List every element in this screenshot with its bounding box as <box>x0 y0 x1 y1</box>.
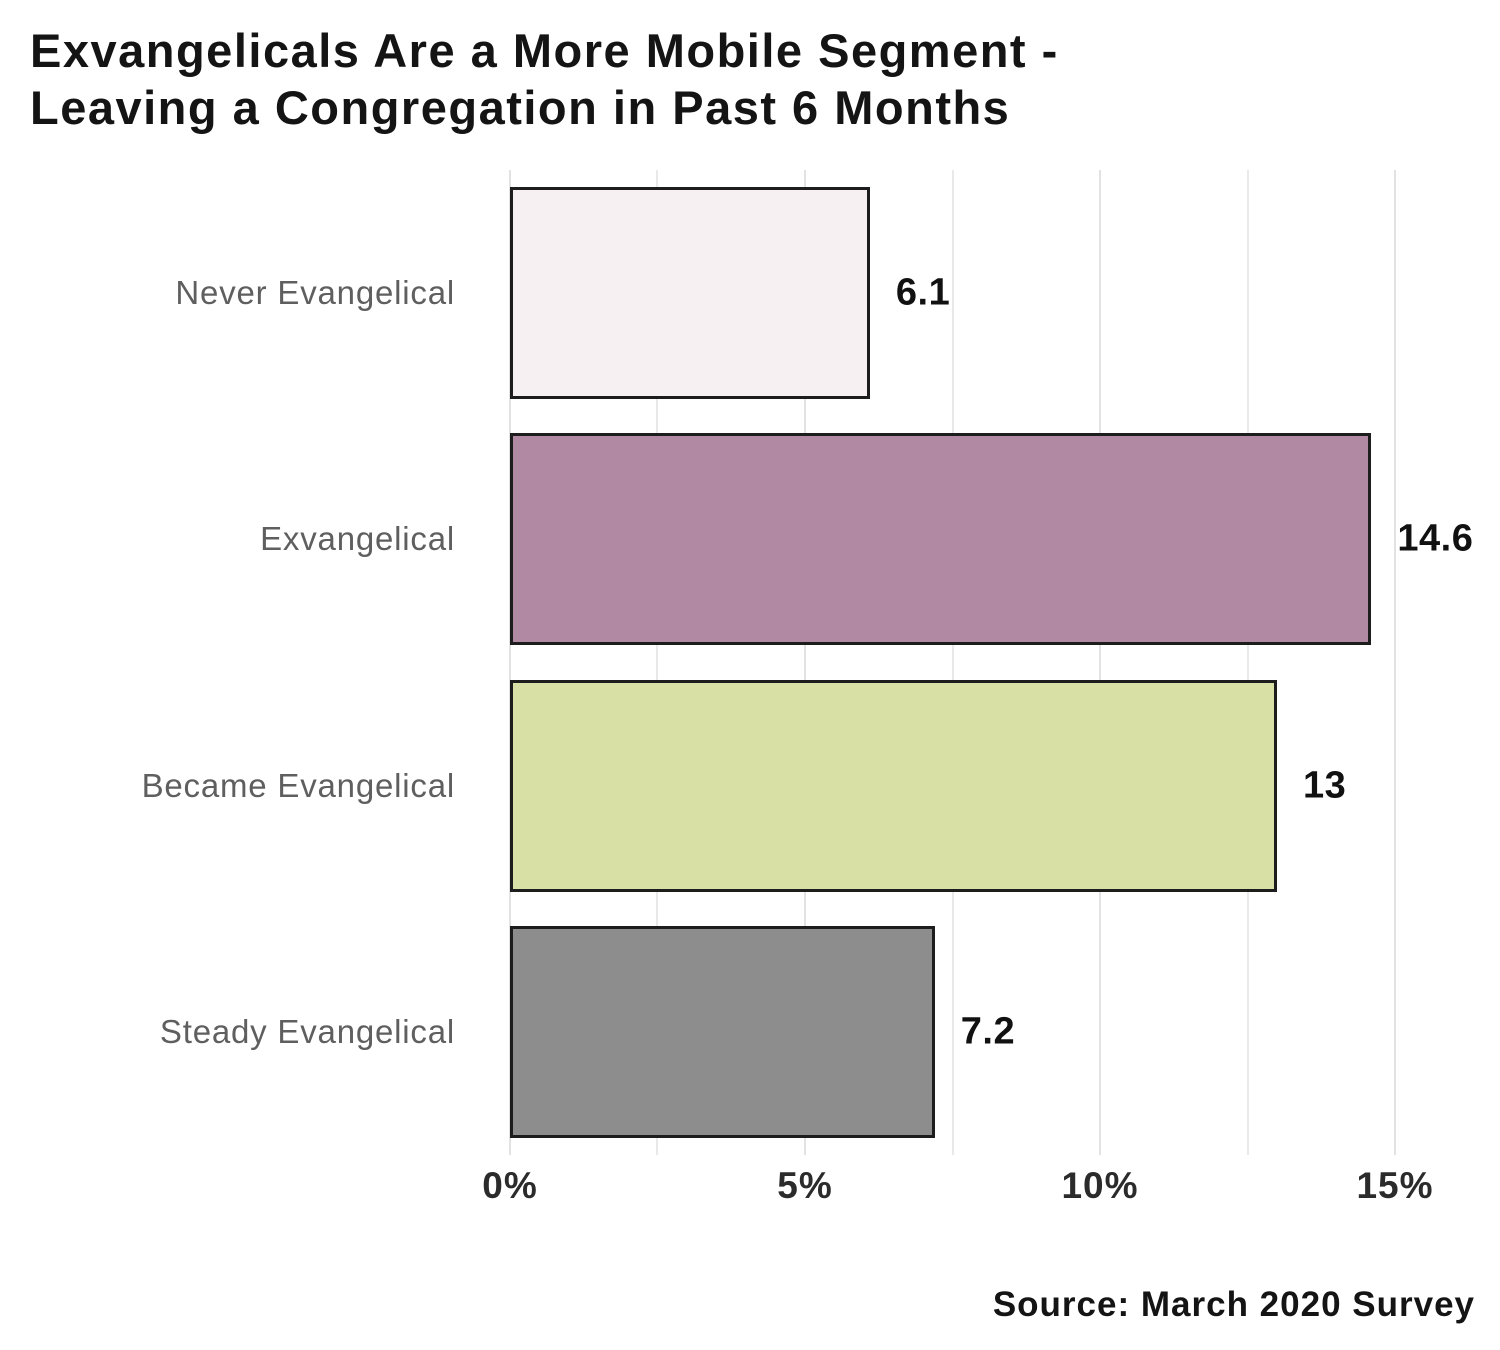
bar <box>510 187 870 400</box>
x-tick-label: 10% <box>1061 1165 1139 1206</box>
major-gridline <box>1098 170 1101 1155</box>
bar-row: Steady Evangelical 7.2 <box>160 925 1395 1138</box>
x-tick-label: 5% <box>777 1165 833 1206</box>
minor-gridline <box>951 170 954 1155</box>
bar-row: Never Evangelical 6.1 <box>175 187 1395 400</box>
x-tick-label: 15% <box>1356 1165 1434 1206</box>
value-label: 14.6 <box>1397 517 1474 560</box>
bar <box>510 679 1277 892</box>
major-gridline <box>509 170 511 1155</box>
value-label: 13 <box>1302 764 1347 807</box>
category-label: Never Evangelical <box>175 274 455 312</box>
category-label: Exvangelical <box>260 520 455 558</box>
chart-title-line1: Exvangelicals Are a More Mobile Segment … <box>30 24 1059 77</box>
value-label: 7.2 <box>960 1010 1016 1053</box>
category-label: Steady Evangelical <box>159 1012 455 1050</box>
chart-title-line2: Leaving a Congregation in Past 6 Months <box>30 81 1011 135</box>
bar-row: Became Evangelical 13 <box>142 679 1395 892</box>
major-gridline <box>803 170 806 1155</box>
chart-title: Exvangelicals Are a More Mobile Segment … <box>30 22 1059 137</box>
major-gridline <box>1394 170 1396 1155</box>
bar <box>510 925 935 1138</box>
plot-area: Never Evangelical 6.1 Exvangelical 14.6 Beca… <box>142 170 1473 1155</box>
bar <box>510 433 1372 646</box>
source-note: Source: March 2020 Survey <box>992 1285 1475 1324</box>
bar-row: Exvangelical 14.6 <box>260 433 1473 646</box>
category-label: Became Evangelical <box>141 766 455 804</box>
x-tick-label: 0% <box>482 1165 538 1206</box>
minor-gridline <box>656 170 659 1155</box>
value-label: 6.1 <box>895 271 951 314</box>
x-axis: 0% 5% 10% 15% <box>482 1165 1432 1215</box>
minor-gridline <box>1246 170 1249 1155</box>
